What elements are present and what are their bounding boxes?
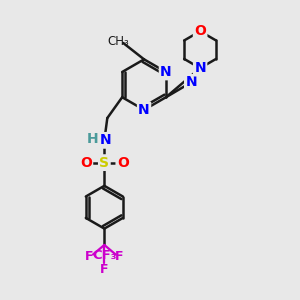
Text: F: F xyxy=(115,250,124,263)
Text: N: N xyxy=(138,103,150,117)
Text: O: O xyxy=(80,156,92,170)
Text: N: N xyxy=(185,75,197,89)
Text: CF₃: CF₃ xyxy=(92,248,117,262)
Text: H: H xyxy=(87,132,99,146)
Text: O: O xyxy=(117,156,129,170)
Text: N: N xyxy=(160,65,172,79)
Text: F: F xyxy=(85,250,94,263)
Text: N: N xyxy=(100,133,112,147)
Text: CH₃: CH₃ xyxy=(107,35,129,48)
Text: S: S xyxy=(99,156,109,170)
Text: F: F xyxy=(100,263,109,276)
Text: O: O xyxy=(194,24,206,38)
Text: N: N xyxy=(194,61,206,75)
